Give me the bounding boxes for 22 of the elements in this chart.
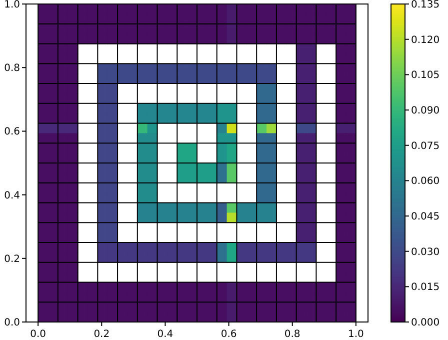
x-tick-label: 0.6 [220, 329, 237, 340]
x-tick-label: 0.8 [284, 329, 300, 340]
x-tick-label: 1.0 [348, 329, 364, 340]
y-tick-label: 0.0 [4, 318, 20, 328]
y-tick-label: 0.8 [4, 63, 20, 74]
color-bar-label: 0.060 [411, 176, 440, 188]
x-tick-label: 0.2 [94, 329, 110, 340]
color-bar-label: 0.030 [411, 246, 440, 258]
y-tick-label: 1.0 [4, 0, 20, 10]
color-bar-label: 0.000 [411, 318, 440, 328]
color-bar-label: 0.135 [411, 0, 440, 10]
color-bar-label: 0.120 [411, 34, 440, 46]
color-bar-label: 0.075 [411, 140, 440, 152]
x-tick-label: 0.4 [157, 329, 174, 340]
color-bar-label: 0.015 [411, 282, 440, 294]
y-tick-label: 0.4 [4, 190, 20, 202]
color-bar-label: 0.045 [411, 212, 440, 222]
x-tick-label: 0.0 [30, 329, 46, 340]
y-tick-label: 0.6 [4, 126, 20, 138]
color-bar-label: 0.105 [411, 70, 440, 82]
y-tick-label: 0.2 [4, 254, 20, 265]
color-bar-label: 0.090 [411, 106, 440, 116]
